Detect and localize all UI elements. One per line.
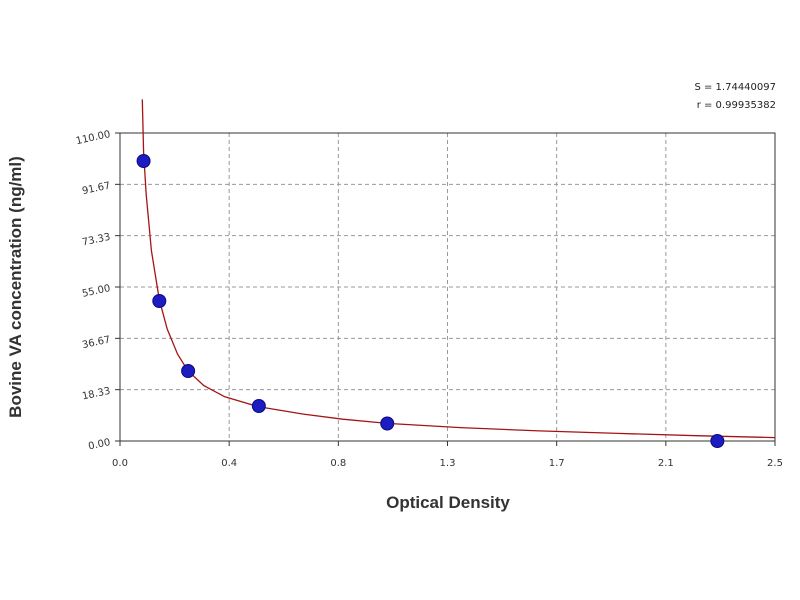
data-point [380,416,395,431]
y-tick-label: 73.33 [81,232,111,249]
fit-r-value: r = 0.99935382 [697,100,776,111]
y-axis-title: Bovine VA concentration (ng/ml) [6,156,25,418]
x-tick-label: 0.4 [221,458,237,469]
axis-ticks: 0.0 0.4 0.8 1.3 1.7 2.1 2.5 0.00 18.33 36.67 55.00… [75,129,783,469]
grid [120,133,775,441]
y-tick-label: 18.33 [81,386,111,403]
y-tick-label: 91.67 [81,180,111,197]
data-point [152,294,167,308]
y-tick-label: 55.00 [81,283,111,300]
data-point [181,364,196,378]
fit-curve-layer [141,99,776,439]
data-point [251,399,266,413]
x-tick-label: 1.3 [440,458,456,469]
y-tick-label: 0.00 [87,437,111,452]
x-tick-label: 0.8 [330,458,346,469]
y-tick-label: 110.00 [75,129,112,147]
x-tick-label: 1.7 [549,458,565,469]
data-point [710,434,725,448]
data-points [136,154,725,448]
data-point [136,154,151,168]
x-axis-title: Optical Density [386,493,510,512]
x-tick-label: 2.1 [658,458,674,469]
fit-s-value: S = 1.74440097 [694,82,776,93]
fit-curve [141,99,776,439]
x-tick-label: 2.5 [767,458,783,469]
y-tick-label: 36.67 [81,334,111,351]
x-tick-label: 0.0 [112,458,128,469]
